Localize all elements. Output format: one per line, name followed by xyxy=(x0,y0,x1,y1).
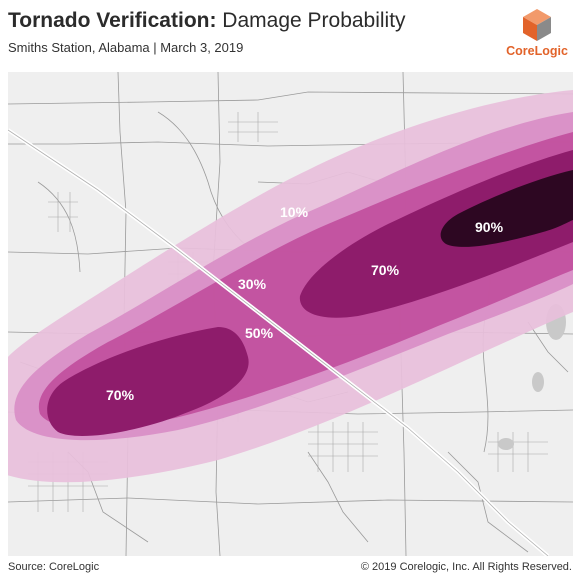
label-30: 30% xyxy=(238,276,267,292)
label-70-east: 70% xyxy=(371,262,400,278)
corelogic-logo: CoreLogic xyxy=(496,6,578,62)
zone-90 xyxy=(440,170,573,247)
label-10: 10% xyxy=(280,204,309,220)
title-rest: Damage Probability xyxy=(216,9,406,32)
cube-icon xyxy=(523,9,551,41)
title-bold: Tornado Verification: xyxy=(8,9,217,32)
header: Tornado Verification: Damage Probability… xyxy=(0,0,580,72)
label-90: 90% xyxy=(475,219,504,235)
label-70-west: 70% xyxy=(106,387,135,403)
footer: Source: CoreLogic © 2019 Corelogic, Inc.… xyxy=(0,556,580,580)
copyright-text: © 2019 Corelogic, Inc. All Rights Reserv… xyxy=(360,561,572,573)
page-subtitle: Smiths Station, Alabama | March 3, 2019 xyxy=(8,40,244,55)
zone-70-west xyxy=(47,327,249,436)
zone-labels: 10% 30% 50% 70% 70% 90% xyxy=(106,204,504,403)
map: 10% 30% 50% 70% 70% 90% xyxy=(8,72,573,556)
probability-zones xyxy=(8,90,573,483)
logo-text: CoreLogic xyxy=(506,44,568,58)
page-title: Tornado Verification: Damage Probability xyxy=(8,9,406,33)
map-canvas: 10% 30% 50% 70% 70% 90% xyxy=(8,72,573,556)
zone-70-east xyxy=(299,150,573,318)
label-50: 50% xyxy=(245,325,274,341)
highway xyxy=(8,128,550,556)
source-text: Source: CoreLogic xyxy=(8,561,100,573)
